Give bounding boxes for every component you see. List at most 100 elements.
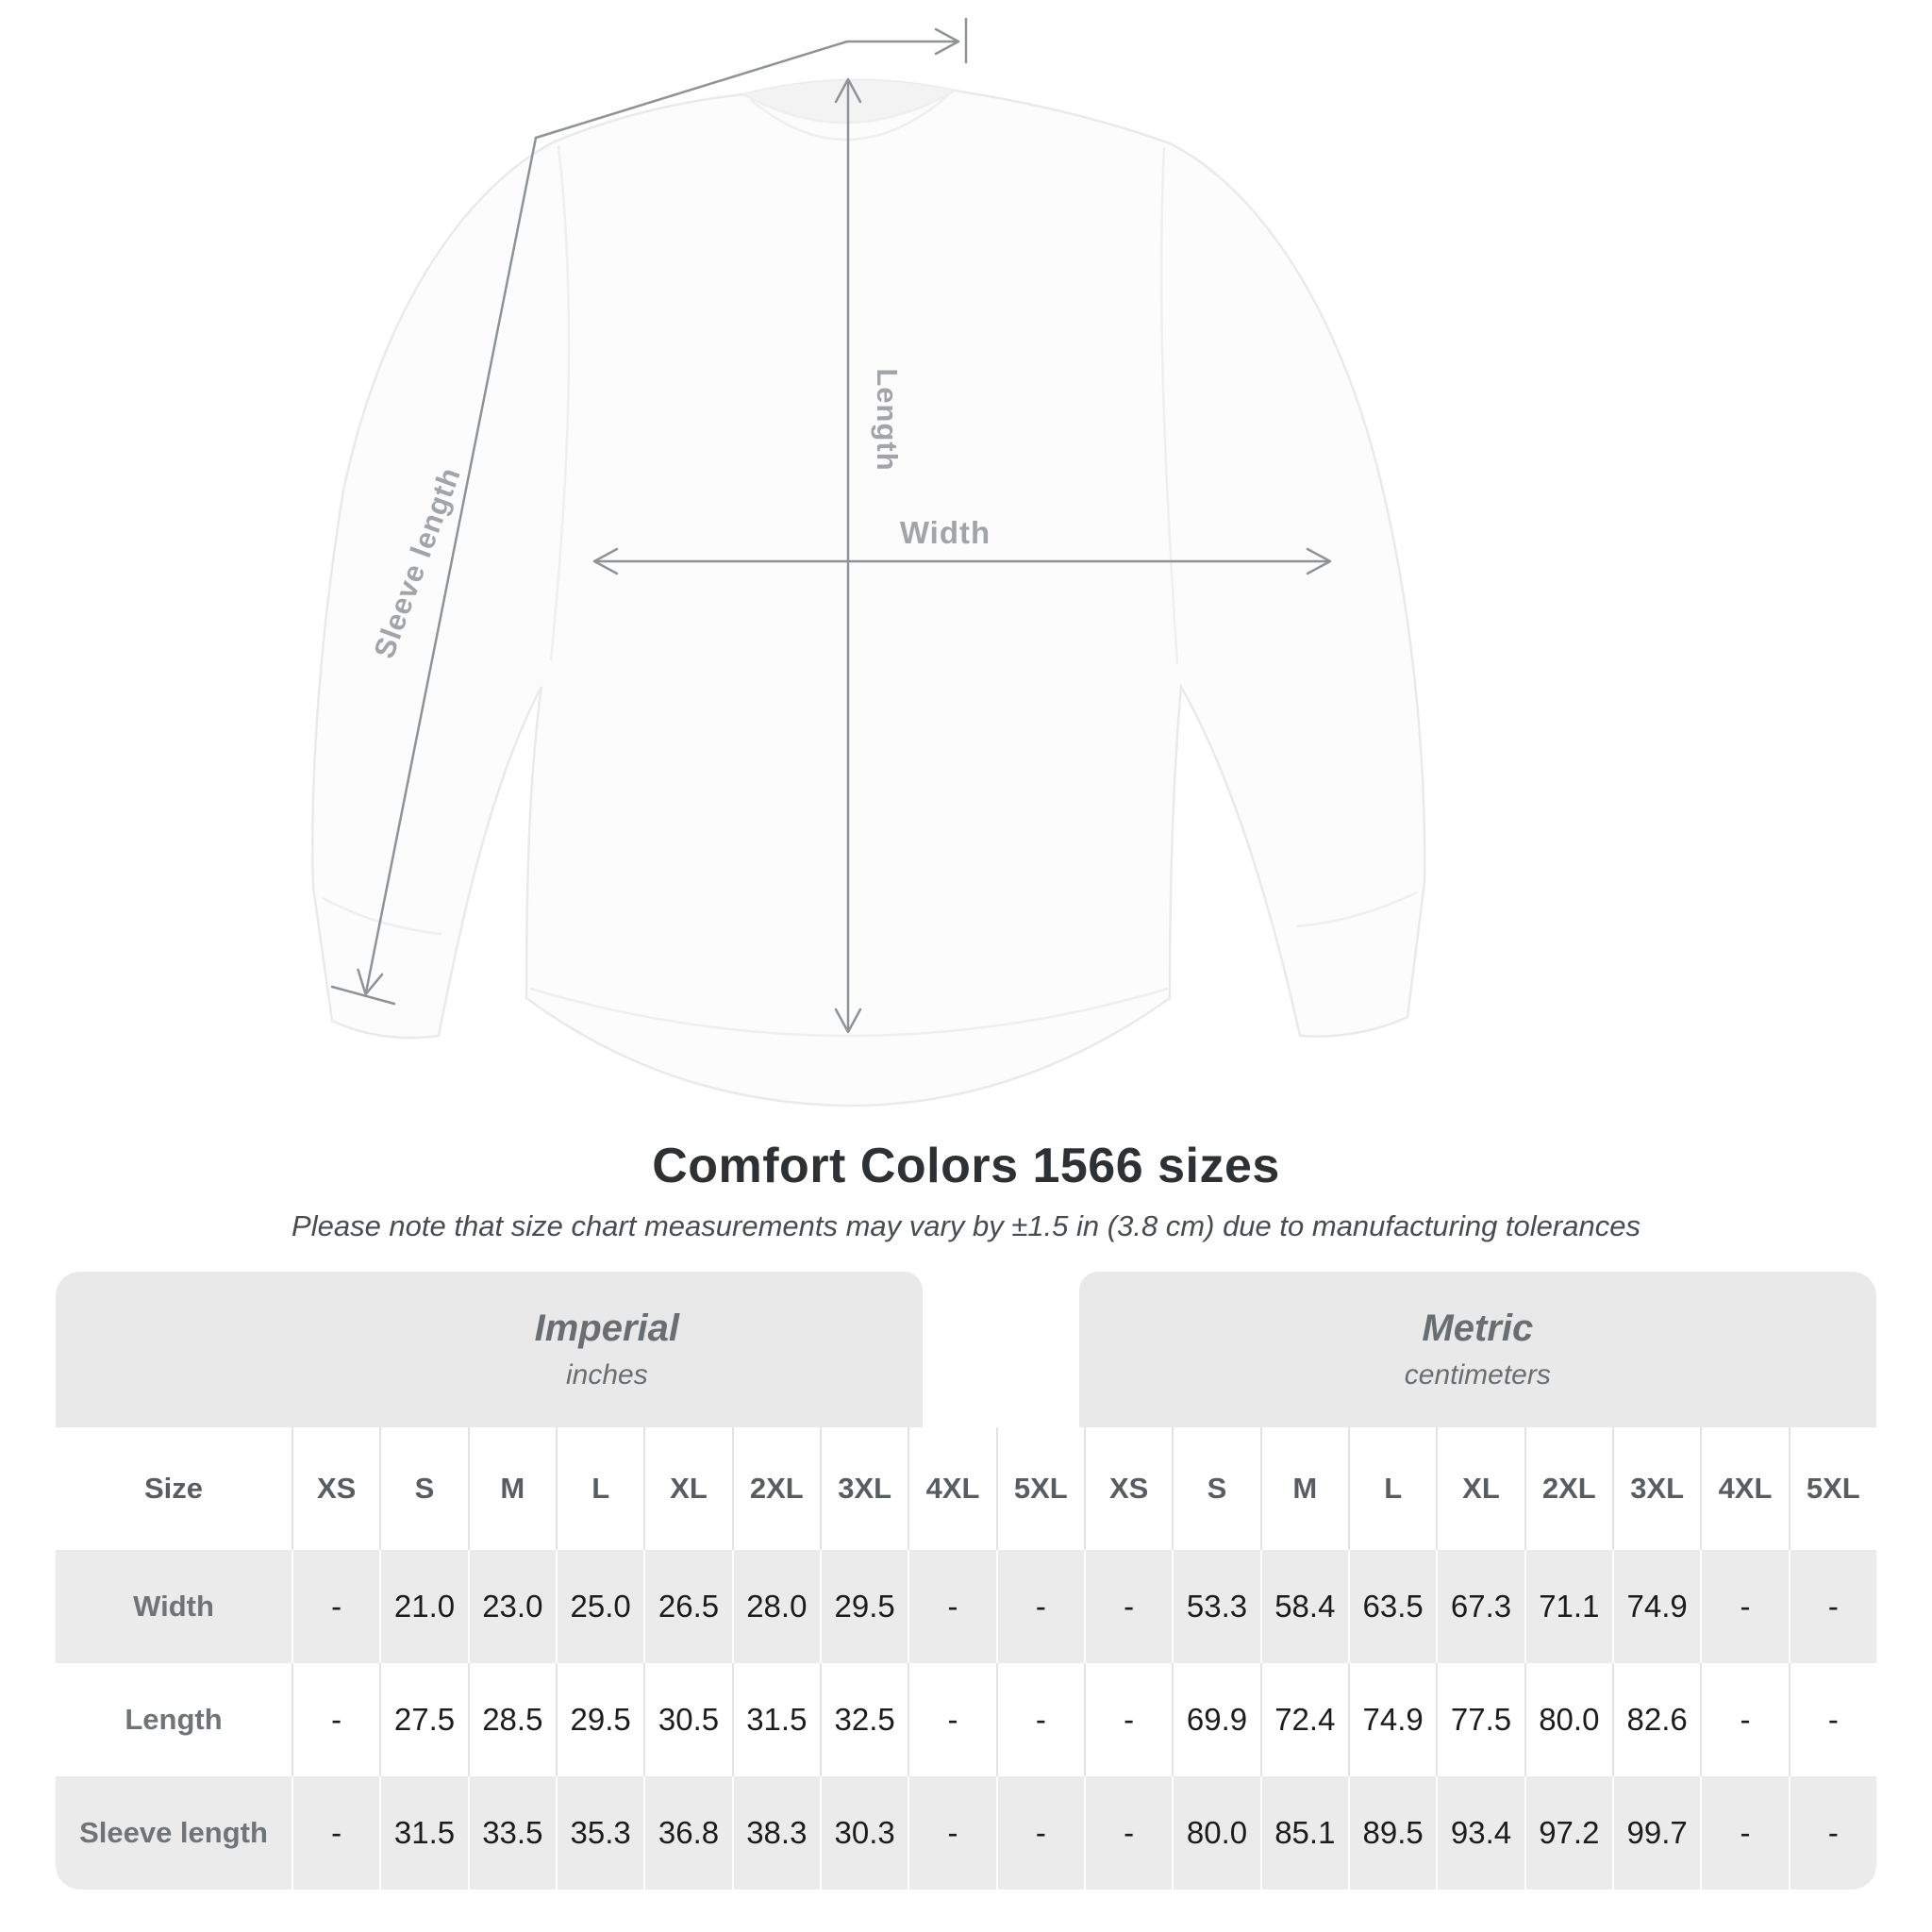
band-gap: [923, 1272, 1079, 1427]
value-cell: 27.5: [379, 1663, 467, 1776]
value-cell: 31.5: [731, 1663, 820, 1776]
value-cell: 97.2: [1524, 1776, 1612, 1890]
imperial-header: Imperial inches: [56, 1272, 923, 1427]
value-cell: -: [1084, 1776, 1172, 1890]
value-cell: 33.5: [467, 1776, 556, 1890]
sweatshirt-image: Sleeve length Length Width: [311, 17, 1426, 1108]
value-cell: 26.5: [643, 1550, 731, 1663]
metric-sublabel: centimeters: [1404, 1359, 1551, 1391]
value-cell: -: [1084, 1550, 1172, 1663]
table-row-sleeve-length: Sleeve length - 31.5 33.5 35.3 36.8 38.3…: [56, 1776, 1876, 1890]
size-column: 2XL: [1524, 1427, 1612, 1550]
value-cell: 80.0: [1524, 1663, 1612, 1776]
title-block: Comfort Colors 1566 sizes Please note th…: [0, 1138, 1932, 1243]
size-column: 5XL: [1788, 1427, 1876, 1550]
size-header-row: Size XS S M L XL 2XL 3XL 4XL 5XL XS S M …: [56, 1427, 1876, 1550]
value-cell: 77.5: [1436, 1663, 1524, 1776]
metric-label: Metric: [1422, 1307, 1534, 1349]
value-cell: 28.0: [731, 1550, 820, 1663]
size-column: XL: [1436, 1427, 1524, 1550]
value-cell: 72.4: [1259, 1663, 1348, 1776]
table-row-length: Length - 27.5 28.5 29.5 30.5 31.5 32.5 -…: [56, 1663, 1876, 1776]
length-label: Length: [871, 368, 904, 471]
row-label: Width: [133, 1590, 214, 1623]
value-cell: 30.5: [643, 1663, 731, 1776]
size-column: XL: [643, 1427, 731, 1550]
value-cell: -: [291, 1663, 379, 1776]
page-title: Comfort Colors 1566 sizes: [652, 1139, 1280, 1193]
size-column: 2XL: [731, 1427, 820, 1550]
row-label: Length: [125, 1703, 223, 1736]
size-column: XS: [291, 1427, 379, 1550]
value-cell: 63.5: [1348, 1550, 1436, 1663]
value-cell: -: [291, 1550, 379, 1663]
value-cell: 29.5: [820, 1550, 908, 1663]
width-label: Width: [900, 515, 991, 550]
value-cell: -: [908, 1663, 995, 1776]
value-cell: 71.1: [1524, 1550, 1612, 1663]
size-column: S: [1172, 1427, 1259, 1550]
value-cell: -: [995, 1550, 1084, 1663]
sleeve-extension-line: [534, 27, 960, 140]
value-cell: 89.5: [1348, 1776, 1436, 1890]
size-column: 4XL: [908, 1427, 995, 1550]
value-cell: -: [1700, 1663, 1788, 1776]
table-row-width: Width - 21.0 23.0 25.0 26.5 28.0 29.5 - …: [56, 1550, 1876, 1663]
value-cell: -: [1788, 1550, 1876, 1663]
value-cell: 58.4: [1259, 1550, 1348, 1663]
value-cell: 53.3: [1172, 1550, 1259, 1663]
value-cell: -: [995, 1776, 1084, 1890]
sleeve-length-tick: [330, 985, 396, 1006]
value-cell: -: [291, 1776, 379, 1890]
value-cell: -: [908, 1776, 995, 1890]
value-cell: 30.3: [820, 1776, 908, 1890]
size-column: 3XL: [820, 1427, 908, 1550]
value-cell: -: [1788, 1663, 1876, 1776]
value-cell: 29.5: [556, 1663, 643, 1776]
sleeve-length-line: [357, 136, 538, 996]
size-column: L: [1348, 1427, 1436, 1550]
value-cell: 99.7: [1612, 1776, 1700, 1890]
value-cell: -: [1700, 1776, 1788, 1890]
value-cell: 85.1: [1259, 1776, 1348, 1890]
value-cell: 28.5: [467, 1663, 556, 1776]
value-cell: -: [1788, 1776, 1876, 1890]
sweatshirt-shape: [311, 78, 1426, 1108]
size-column: M: [467, 1427, 556, 1550]
size-column: M: [1259, 1427, 1348, 1550]
size-column: S: [379, 1427, 467, 1550]
value-cell: -: [1084, 1663, 1172, 1776]
row-label: Sleeve length: [79, 1816, 268, 1849]
value-cell: 74.9: [1612, 1550, 1700, 1663]
value-cell: -: [1700, 1550, 1788, 1663]
value-cell: 35.3: [556, 1776, 643, 1890]
size-header-cell: Size: [143, 1472, 204, 1505]
value-cell: -: [908, 1550, 995, 1663]
unit-header-band: Imperial inches Metric centimeters: [56, 1272, 1876, 1427]
tolerance-note: Please note that size chart measurements…: [291, 1209, 1641, 1242]
value-cell: 93.4: [1436, 1776, 1524, 1890]
value-cell: 23.0: [467, 1550, 556, 1663]
value-cell: 25.0: [556, 1550, 643, 1663]
size-column: 3XL: [1612, 1427, 1700, 1550]
size-table: Imperial inches Metric centimeters Size …: [56, 1272, 1876, 1890]
imperial-sublabel: inches: [565, 1359, 648, 1391]
metric-header: Metric centimeters: [1078, 1272, 1876, 1427]
value-cell: 67.3: [1436, 1550, 1524, 1663]
imperial-label: Imperial: [534, 1307, 680, 1349]
size-column: 5XL: [995, 1427, 1084, 1550]
size-column: L: [556, 1427, 643, 1550]
value-cell: 38.3: [731, 1776, 820, 1890]
value-cell: 31.5: [379, 1776, 467, 1890]
size-column: 4XL: [1700, 1427, 1788, 1550]
value-cell: 80.0: [1172, 1776, 1259, 1890]
size-diagram: Sleeve length Length Width: [311, 17, 1426, 1108]
value-cell: 69.9: [1172, 1663, 1259, 1776]
value-cell: 36.8: [643, 1776, 731, 1890]
value-cell: 74.9: [1348, 1663, 1436, 1776]
value-cell: -: [995, 1663, 1084, 1776]
value-cell: 21.0: [379, 1550, 467, 1663]
size-column: XS: [1084, 1427, 1172, 1550]
value-cell: 82.6: [1612, 1663, 1700, 1776]
value-cell: 32.5: [820, 1663, 908, 1776]
